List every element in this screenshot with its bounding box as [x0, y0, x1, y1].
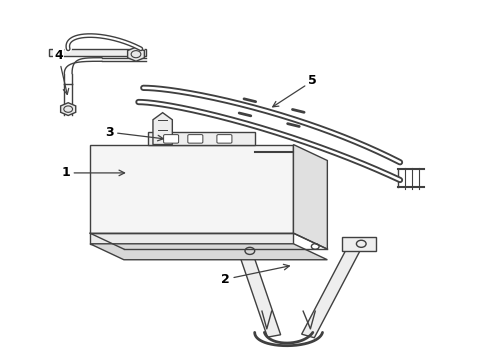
FancyBboxPatch shape [188, 135, 203, 143]
Bar [342, 237, 376, 251]
Text: 2: 2 [221, 264, 290, 286]
Polygon shape [90, 244, 327, 260]
FancyBboxPatch shape [217, 135, 232, 143]
Text: 5: 5 [273, 74, 317, 107]
Polygon shape [49, 49, 146, 56]
Text: 4: 4 [54, 49, 69, 94]
Polygon shape [61, 103, 76, 116]
Polygon shape [153, 113, 172, 145]
Polygon shape [239, 250, 281, 337]
Polygon shape [294, 145, 327, 249]
Text: 1: 1 [61, 166, 124, 179]
Bar [90, 145, 294, 233]
Text: 3: 3 [105, 126, 163, 141]
Bar [230, 244, 265, 258]
Polygon shape [302, 242, 363, 338]
FancyBboxPatch shape [164, 135, 179, 143]
Bar [148, 132, 255, 145]
Bar [90, 233, 294, 244]
Polygon shape [127, 47, 145, 61]
